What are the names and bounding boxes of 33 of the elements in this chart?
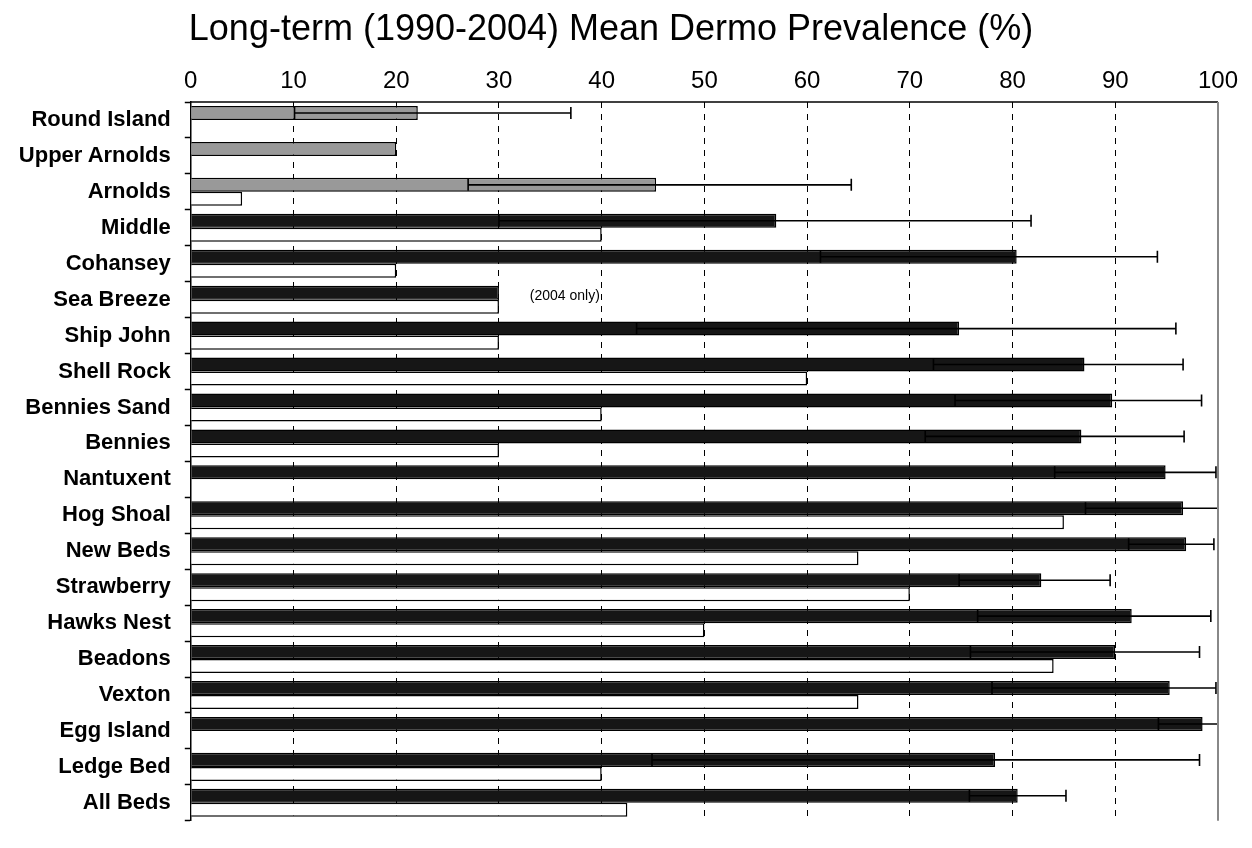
x-tick-label: 10 bbox=[280, 66, 307, 94]
x-tick-label: 80 bbox=[999, 66, 1026, 94]
x-tick-label: 90 bbox=[1101, 66, 1129, 94]
y-tick-label: Sea Breeze bbox=[53, 285, 171, 311]
x-tick-label: 0 bbox=[184, 66, 198, 94]
y-tick-label: Vexton bbox=[98, 681, 171, 707]
y-tick-label: Cohansey bbox=[65, 249, 172, 275]
x-tick-label: 100 bbox=[1197, 66, 1239, 94]
y-tick-label: New Beds bbox=[65, 537, 171, 563]
chart-title: Long-term (1990-2004) Mean Dermo Prevalence (%) bbox=[188, 6, 1034, 48]
x-tick-label: 20 bbox=[382, 66, 410, 94]
y-tick-label: Ship John bbox=[64, 321, 171, 347]
y-tick-label: Hog Shoal bbox=[62, 501, 171, 527]
y-tick-label: Egg Island bbox=[59, 717, 171, 743]
y-tick-label: Arnolds bbox=[87, 177, 171, 203]
y-tick-label: Beadons bbox=[77, 645, 171, 671]
y-tick-label: Round Island bbox=[31, 106, 171, 132]
y-tick-label: Bennies Sand bbox=[25, 393, 171, 419]
y-tick-label: All Beds bbox=[82, 788, 171, 814]
annotation: (2004 only) bbox=[529, 286, 600, 303]
y-tick-label: Upper Arnolds bbox=[18, 141, 171, 167]
y-tick-label: Middle bbox=[101, 213, 171, 239]
x-tick-label: 50 bbox=[691, 66, 718, 94]
x-tick-label: 70 bbox=[896, 66, 924, 94]
y-tick-label: Hawks Nest bbox=[47, 609, 172, 635]
x-tick-label: 40 bbox=[588, 66, 616, 94]
x-tick-label: 60 bbox=[793, 66, 821, 94]
y-tick-label: Shell Rock bbox=[58, 357, 172, 383]
y-tick-label: Strawberry bbox=[55, 573, 172, 599]
y-tick-label: Ledge Bed bbox=[58, 752, 171, 778]
x-tick-label: 30 bbox=[485, 66, 513, 94]
y-tick-label: Bennies bbox=[85, 429, 171, 455]
y-tick-label: Nantuxent bbox=[63, 465, 172, 491]
